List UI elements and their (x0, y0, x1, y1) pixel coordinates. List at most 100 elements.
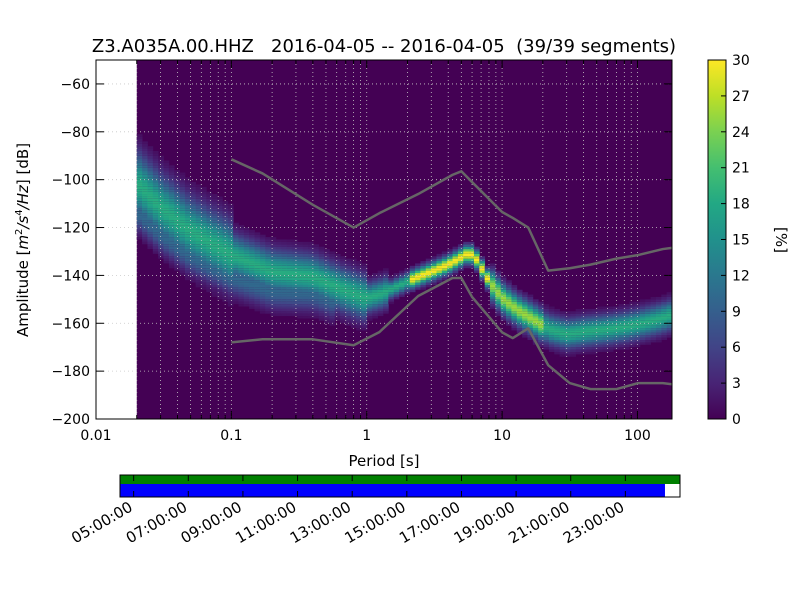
density-cell (238, 277, 245, 281)
density-cell (211, 261, 218, 264)
density-cell (195, 232, 202, 235)
density-cell (361, 275, 368, 278)
density-cell (607, 316, 614, 319)
density-cell (211, 205, 218, 209)
density-cell (313, 308, 320, 312)
density-cell (291, 306, 298, 309)
density-cell (629, 316, 635, 319)
density-cell (222, 289, 229, 293)
density-cell (238, 294, 245, 297)
density-cell (142, 198, 148, 202)
density-cell (152, 229, 159, 233)
density-cell (366, 280, 373, 283)
density-cell (184, 232, 191, 235)
density-cell (270, 289, 277, 293)
noise-model-line (231, 276, 672, 391)
density-cell (190, 234, 197, 238)
density-cell (163, 251, 170, 254)
density-cell (554, 325, 560, 329)
density-cell (174, 174, 180, 178)
density-cell (195, 249, 202, 252)
density-cell (136, 184, 143, 187)
density-cell (575, 328, 582, 331)
density-cell (377, 280, 384, 283)
density-cell (623, 342, 630, 345)
density-cell (345, 275, 352, 278)
density-cell (179, 191, 186, 195)
density-cell (190, 280, 197, 283)
density-cell (618, 311, 625, 314)
density-cell (629, 320, 635, 324)
density-cell (195, 265, 202, 269)
density-cell (511, 323, 518, 326)
density-cell (174, 172, 180, 175)
density-cell (168, 186, 175, 190)
density-cell (586, 349, 593, 352)
density-cell (570, 311, 577, 314)
density-cell (532, 299, 539, 302)
density-cell (334, 289, 341, 293)
density-cell (554, 349, 560, 352)
density-cell (313, 251, 320, 254)
density-cell (661, 332, 668, 336)
density-cell (468, 258, 475, 262)
density-cell (179, 222, 186, 226)
density-cell (136, 237, 143, 240)
density-cell (350, 261, 357, 264)
density-cell (473, 268, 480, 271)
density-cell (613, 316, 619, 319)
density-cell (142, 174, 148, 178)
density-cell (265, 241, 271, 245)
density-cell (324, 308, 330, 312)
density-cell (200, 280, 207, 283)
density-cell (158, 256, 164, 259)
density-cell (484, 284, 491, 288)
density-cell (152, 182, 159, 185)
density-cell (538, 323, 544, 326)
density-cell (500, 318, 507, 321)
density-cell (340, 280, 346, 283)
density-cell (163, 229, 170, 233)
density-cell (602, 316, 609, 319)
density-cell (136, 213, 143, 216)
density-cell (623, 308, 630, 312)
density-cell (174, 256, 180, 259)
density-cell (238, 265, 245, 269)
density-cell (152, 210, 159, 214)
density-cell (211, 210, 218, 214)
density-cell (623, 316, 630, 319)
density-cell (147, 227, 154, 230)
density-cell (377, 313, 384, 317)
density-cell (532, 332, 539, 336)
density-cell (275, 241, 282, 245)
density-cell (447, 270, 453, 274)
density-cell (484, 268, 491, 271)
density-cell (602, 337, 609, 341)
density-cell (463, 253, 469, 257)
density-cell (200, 198, 207, 202)
density-cell (564, 313, 571, 317)
density-cell (650, 304, 657, 307)
density-cell (147, 170, 154, 173)
density-cell (158, 184, 164, 187)
density-cell (281, 249, 288, 252)
density-cell (586, 344, 593, 348)
density-cell (243, 292, 250, 295)
density-cell (356, 320, 362, 324)
density-cell (291, 268, 298, 271)
density-cell (340, 294, 346, 297)
density-cell (184, 179, 191, 183)
density-cell (479, 261, 486, 264)
density-cell (313, 280, 320, 283)
density-cell (168, 170, 175, 173)
density-cell (324, 251, 330, 254)
density-cell (190, 191, 197, 195)
density-cell (538, 316, 544, 319)
density-cell (200, 241, 207, 245)
density-cell (468, 244, 475, 247)
density-cell (243, 246, 250, 250)
density-cell (211, 282, 218, 285)
density-cell (179, 184, 186, 187)
density-cell (345, 282, 352, 285)
density-cell (382, 306, 389, 309)
